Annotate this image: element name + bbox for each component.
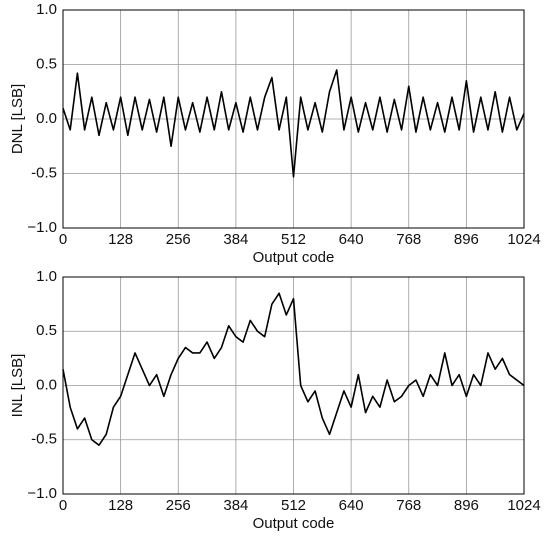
x-tick-label: 512: [281, 497, 306, 514]
y-tick-label: -0.5: [31, 431, 57, 448]
data-line: [62, 69, 525, 178]
x-tick-label: 640: [339, 231, 364, 248]
y-axis-label: DNL [LSB]: [9, 84, 26, 154]
data-line: [62, 292, 525, 446]
x-tick-label: 512: [281, 231, 306, 248]
y-tick-label: 1.0: [36, 268, 57, 285]
x-tick-label: 0: [59, 497, 67, 514]
x-axis-label: Output code: [253, 249, 335, 266]
x-tick-label: 256: [166, 497, 191, 514]
x-axis-label: Output code: [253, 515, 335, 532]
x-tick-label: 384: [223, 497, 248, 514]
plot-frame: [62, 9, 525, 229]
y-tick-label: 1.0: [36, 1, 57, 18]
y-tick-label: -0.5: [31, 164, 57, 181]
x-tick-label: 1024: [507, 231, 540, 248]
y-tick-label: 0.5: [36, 322, 57, 339]
x-tick-label: 256: [166, 231, 191, 248]
y-tick-label: −1.0: [27, 485, 57, 502]
x-tick-label: 640: [339, 497, 364, 514]
x-tick-label: 768: [396, 231, 421, 248]
x-tick-label: 384: [223, 231, 248, 248]
y-tick-label: −1.0: [27, 219, 57, 236]
y-tick-label: 0.0: [36, 376, 57, 393]
x-tick-label: 128: [108, 231, 133, 248]
x-tick-label: 896: [454, 231, 479, 248]
plot-frame: [62, 276, 525, 495]
x-tick-label: 0: [59, 231, 67, 248]
x-tick-label: 1024: [507, 497, 540, 514]
y-axis-label: INL [LSB]: [9, 354, 26, 418]
x-tick-label: 128: [108, 497, 133, 514]
y-tick-label: 0.0: [36, 110, 57, 127]
x-tick-label: 896: [454, 497, 479, 514]
y-tick-label: 0.5: [36, 55, 57, 72]
x-tick-label: 768: [396, 497, 421, 514]
